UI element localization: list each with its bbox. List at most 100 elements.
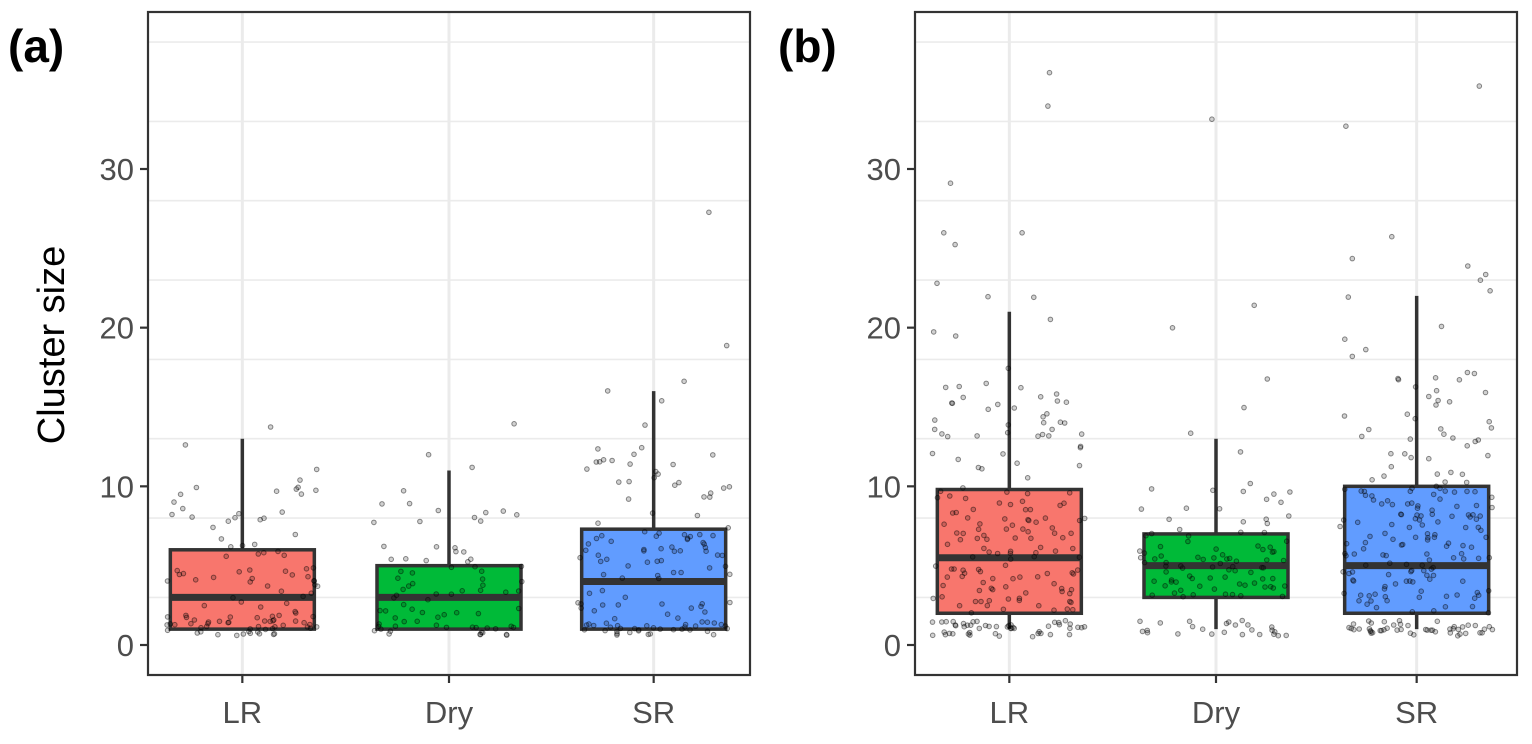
data-point <box>1046 69 1053 76</box>
data-point <box>1438 426 1444 432</box>
data-point <box>1046 433 1052 439</box>
data-point <box>959 573 966 580</box>
box-sr <box>1342 484 1491 616</box>
y-axis-b: 0 10 20 30 <box>867 152 915 663</box>
data-point <box>1343 123 1349 129</box>
data-point <box>1356 626 1362 632</box>
data-point <box>1066 490 1073 496</box>
data-point <box>1163 563 1169 569</box>
data-point <box>1383 552 1389 559</box>
data-point <box>614 622 621 629</box>
data-point <box>371 519 377 526</box>
data-point <box>1259 576 1266 582</box>
data-point <box>988 585 995 592</box>
data-point <box>1061 500 1067 507</box>
data-point <box>993 623 1000 630</box>
data-point <box>1144 627 1150 634</box>
data-point <box>1209 631 1215 637</box>
data-point <box>1279 593 1286 600</box>
data-point <box>1350 621 1357 627</box>
data-point <box>510 624 517 631</box>
panel-b: (b) 0 10 20 30 LR Dry SR <box>778 10 1519 730</box>
data-point <box>1479 630 1485 636</box>
data-point <box>1199 626 1206 633</box>
data-point <box>954 530 960 536</box>
data-point <box>1070 571 1077 577</box>
data-point <box>1381 586 1388 592</box>
data-point <box>1361 488 1368 495</box>
data-point <box>947 493 953 499</box>
data-point <box>313 487 319 494</box>
data-point <box>1230 563 1236 570</box>
data-point <box>1039 431 1046 438</box>
data-point <box>1269 624 1275 630</box>
data-point <box>1187 430 1194 437</box>
data-point <box>409 606 415 613</box>
data-point <box>311 578 318 584</box>
data-point <box>247 567 253 573</box>
data-point <box>232 514 238 521</box>
data-point <box>960 530 967 537</box>
data-point <box>604 388 611 394</box>
data-point <box>1016 597 1023 604</box>
data-point <box>1000 451 1006 457</box>
data-point <box>275 548 281 555</box>
data-point <box>676 479 682 486</box>
data-point <box>1256 631 1263 638</box>
data-point <box>1210 487 1216 494</box>
data-point <box>174 567 180 574</box>
data-point <box>1022 506 1029 513</box>
data-point <box>301 619 307 626</box>
data-point <box>600 571 607 578</box>
data-point <box>1221 629 1228 636</box>
data-point <box>702 609 708 615</box>
data-point <box>1037 544 1044 551</box>
x-tick-label: SR <box>632 695 675 730</box>
data-point <box>453 548 459 555</box>
data-point <box>1380 552 1386 558</box>
data-point <box>725 525 732 531</box>
data-point <box>977 568 984 575</box>
data-point <box>604 556 610 563</box>
data-point <box>1139 628 1146 635</box>
data-point <box>1059 588 1065 595</box>
data-point <box>599 602 606 608</box>
data-point <box>1200 556 1206 563</box>
data-point <box>948 566 955 572</box>
data-point <box>641 528 648 535</box>
data-point <box>617 625 624 632</box>
data-point <box>1415 503 1421 509</box>
data-point <box>1408 568 1414 575</box>
data-point <box>478 629 485 636</box>
data-point <box>183 612 189 619</box>
data-point <box>236 510 242 517</box>
data-point <box>976 587 983 594</box>
data-point <box>271 631 278 637</box>
data-point <box>1369 477 1375 483</box>
data-point <box>1489 626 1496 633</box>
data-point <box>946 630 953 637</box>
data-point <box>614 628 620 635</box>
data-point <box>484 625 491 631</box>
data-point <box>448 591 455 598</box>
data-point <box>1422 626 1429 633</box>
data-point <box>1216 506 1223 512</box>
data-point <box>480 582 486 589</box>
data-point <box>477 518 484 524</box>
data-point <box>218 536 225 542</box>
data-point <box>1278 499 1284 506</box>
data-point <box>1395 375 1401 382</box>
data-point <box>1398 511 1405 518</box>
data-point <box>934 494 941 501</box>
data-point <box>167 621 174 627</box>
data-point <box>684 536 691 543</box>
data-point <box>1365 618 1372 624</box>
data-point <box>625 563 631 569</box>
data-point <box>472 563 478 570</box>
data-point <box>980 579 987 586</box>
data-point <box>1141 559 1148 566</box>
data-point <box>375 623 382 630</box>
data-point <box>1363 346 1369 353</box>
data-point <box>1264 557 1270 563</box>
data-point <box>678 569 684 576</box>
